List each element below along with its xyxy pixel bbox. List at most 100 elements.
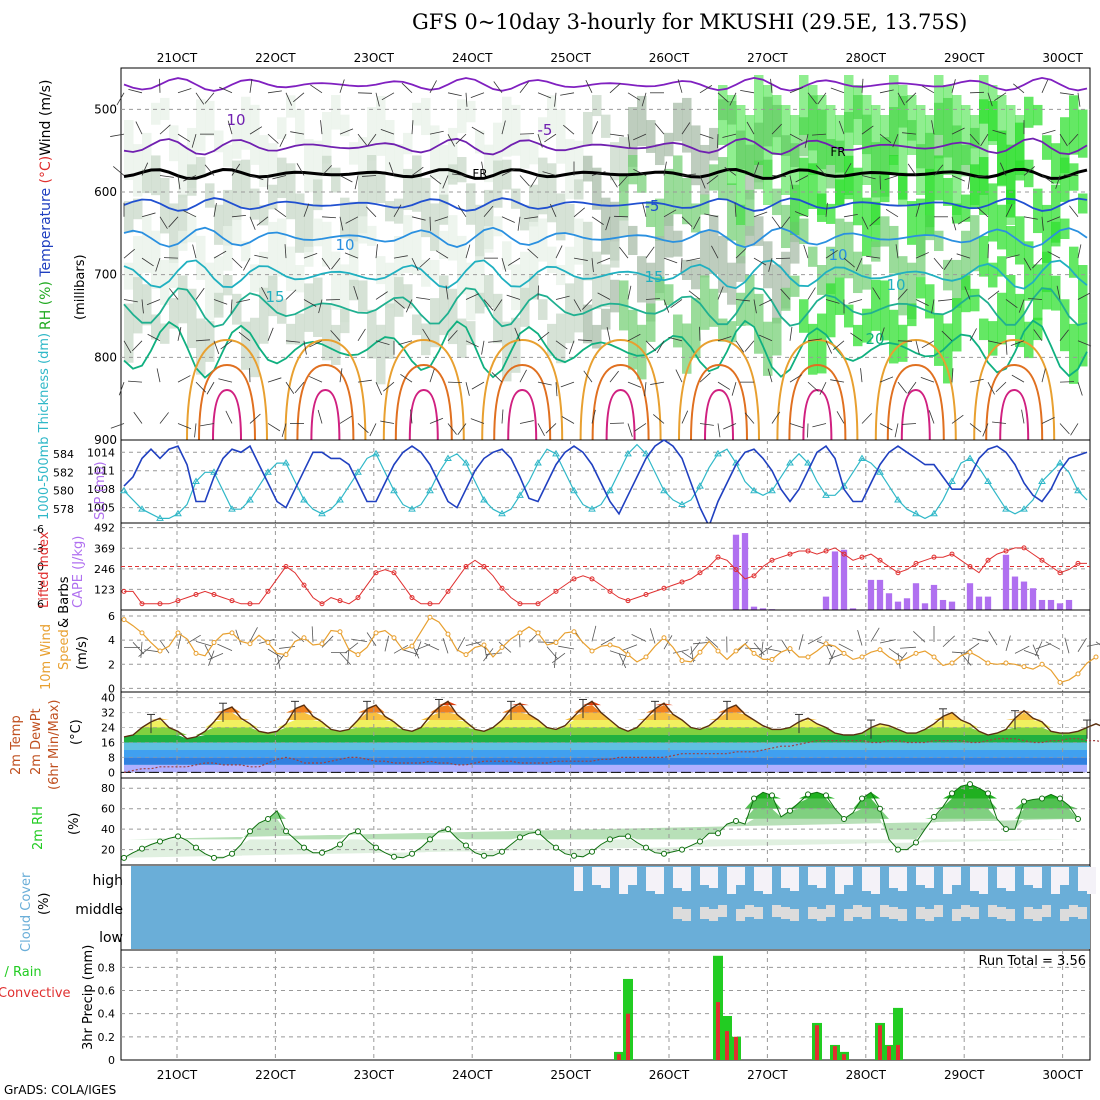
wind-barb: [457, 204, 467, 218]
wind-barb: [994, 92, 1007, 101]
wind-barb: [249, 78, 253, 93]
rh-cell: [727, 183, 737, 241]
wind-barb: [177, 175, 181, 190]
rh-cell: [655, 277, 665, 301]
li-point: [571, 576, 577, 582]
wind-barb: [375, 244, 378, 259]
surface-wind-barb: [1095, 641, 1100, 646]
warm-contour: [886, 363, 945, 441]
slp-tick-label: 1008: [87, 483, 115, 496]
rh-cell: [763, 241, 773, 289]
wind-barb: [987, 290, 1000, 300]
wind-barb: [429, 417, 444, 424]
rh-cell: [772, 264, 782, 324]
rh-cell: [1033, 188, 1043, 234]
wind-barb: [735, 299, 750, 302]
cloud-gap-high: [862, 867, 871, 891]
wind-barb: [892, 133, 899, 148]
wind-barb: [866, 255, 881, 259]
rh-cell: [691, 259, 701, 290]
wind-barb: [591, 409, 596, 424]
cloud-gap-middle: [808, 907, 817, 919]
wind-speed-point: [157, 648, 163, 654]
wind-barb: [825, 299, 840, 304]
cape-bar: [975, 596, 983, 610]
wind-barb: [465, 92, 468, 107]
cloud-ylabel-text: Cloud Cover: [19, 872, 34, 952]
wind-barb: [807, 287, 816, 300]
rh-cell: [160, 323, 170, 344]
surface-wind-barb: [631, 634, 647, 642]
wind-speed-point: [877, 647, 883, 653]
rh-cell: [952, 298, 962, 352]
rh-cell: [511, 104, 521, 156]
wind-speed-point: [391, 635, 397, 641]
rh-point: [157, 838, 163, 845]
wind-barb: [200, 423, 215, 427]
wind-barb: [303, 203, 310, 217]
rh-cell: [718, 157, 728, 200]
wind-barb: [177, 133, 191, 142]
wind-barb: [344, 252, 359, 259]
wind-speed-point: [715, 648, 721, 654]
cloud-gap-high: [925, 867, 934, 888]
top-date-label: 28OCT: [846, 51, 887, 65]
wind-barb: [218, 378, 233, 383]
wind-barb: [999, 162, 1007, 176]
wind-barb: [668, 337, 683, 342]
precip-convective-bar: [878, 1025, 882, 1060]
wind-barb: [236, 299, 251, 303]
wind-barb: [544, 133, 557, 143]
wind-barb: [1011, 374, 1025, 383]
cloud-units-ylabel: (%): [37, 893, 52, 916]
rh-moist-cell: [934, 75, 944, 135]
cloud-gap-middle: [673, 907, 682, 919]
rh-cell: [916, 277, 926, 299]
precip-convective-bar: [896, 1044, 900, 1060]
rh-cell: [844, 304, 854, 328]
rh-cell: [331, 167, 341, 193]
wind-barb: [609, 83, 621, 94]
wind-barb: [619, 246, 629, 259]
warm-contour: [284, 338, 367, 441]
slp-line: [123, 439, 1088, 529]
wind-barb: [663, 257, 678, 264]
cloud-gap-middle: [880, 905, 889, 917]
rh-cell: [367, 155, 377, 203]
wind-barb: [902, 423, 917, 425]
wind-barb: [951, 414, 964, 424]
wind-barb: [1046, 216, 1061, 223]
wind-speed-point: [1093, 654, 1099, 660]
surface-wind-barb: [195, 641, 212, 647]
rh-moist-cell: [781, 105, 791, 195]
rh-cell: [799, 157, 809, 217]
wind-barb: [1010, 340, 1025, 346]
rh-cell: [1033, 104, 1043, 126]
rh-cell: [529, 221, 539, 280]
wind-barb: [471, 126, 485, 135]
rh-cell: [871, 241, 881, 262]
slp-ylabel: SLP (mb): [93, 461, 108, 520]
warm-contour: [310, 388, 341, 441]
cloud-gap-middle: [1006, 909, 1015, 921]
chart-title: GFS 0~10day 3-hourly for MKUSHI (29.5E, …: [412, 10, 968, 34]
bottom-date-label: 24OCT: [452, 1068, 493, 1082]
bottom-date-label: 29OCT: [944, 1068, 985, 1082]
run-total-annotation: Run Total = 3.56: [978, 954, 1086, 969]
thickness-point: [624, 449, 632, 457]
warm-contour: [507, 388, 538, 441]
wind-barb: [815, 165, 827, 176]
wind-barb: [213, 340, 220, 355]
rh-cell: [313, 277, 323, 338]
wind-barb: [573, 257, 588, 261]
rh-cell: [1042, 204, 1052, 263]
wind-barb: [493, 81, 503, 94]
rh-cell: [502, 321, 512, 382]
rh-cell: [385, 120, 395, 172]
wind-speed-point: [427, 614, 433, 620]
wind-barb: [357, 423, 369, 434]
wind-barb: [411, 257, 419, 271]
rh-cell: [988, 321, 998, 356]
top-date-label: 26OCT: [649, 51, 690, 65]
rh-cell: [673, 314, 683, 348]
